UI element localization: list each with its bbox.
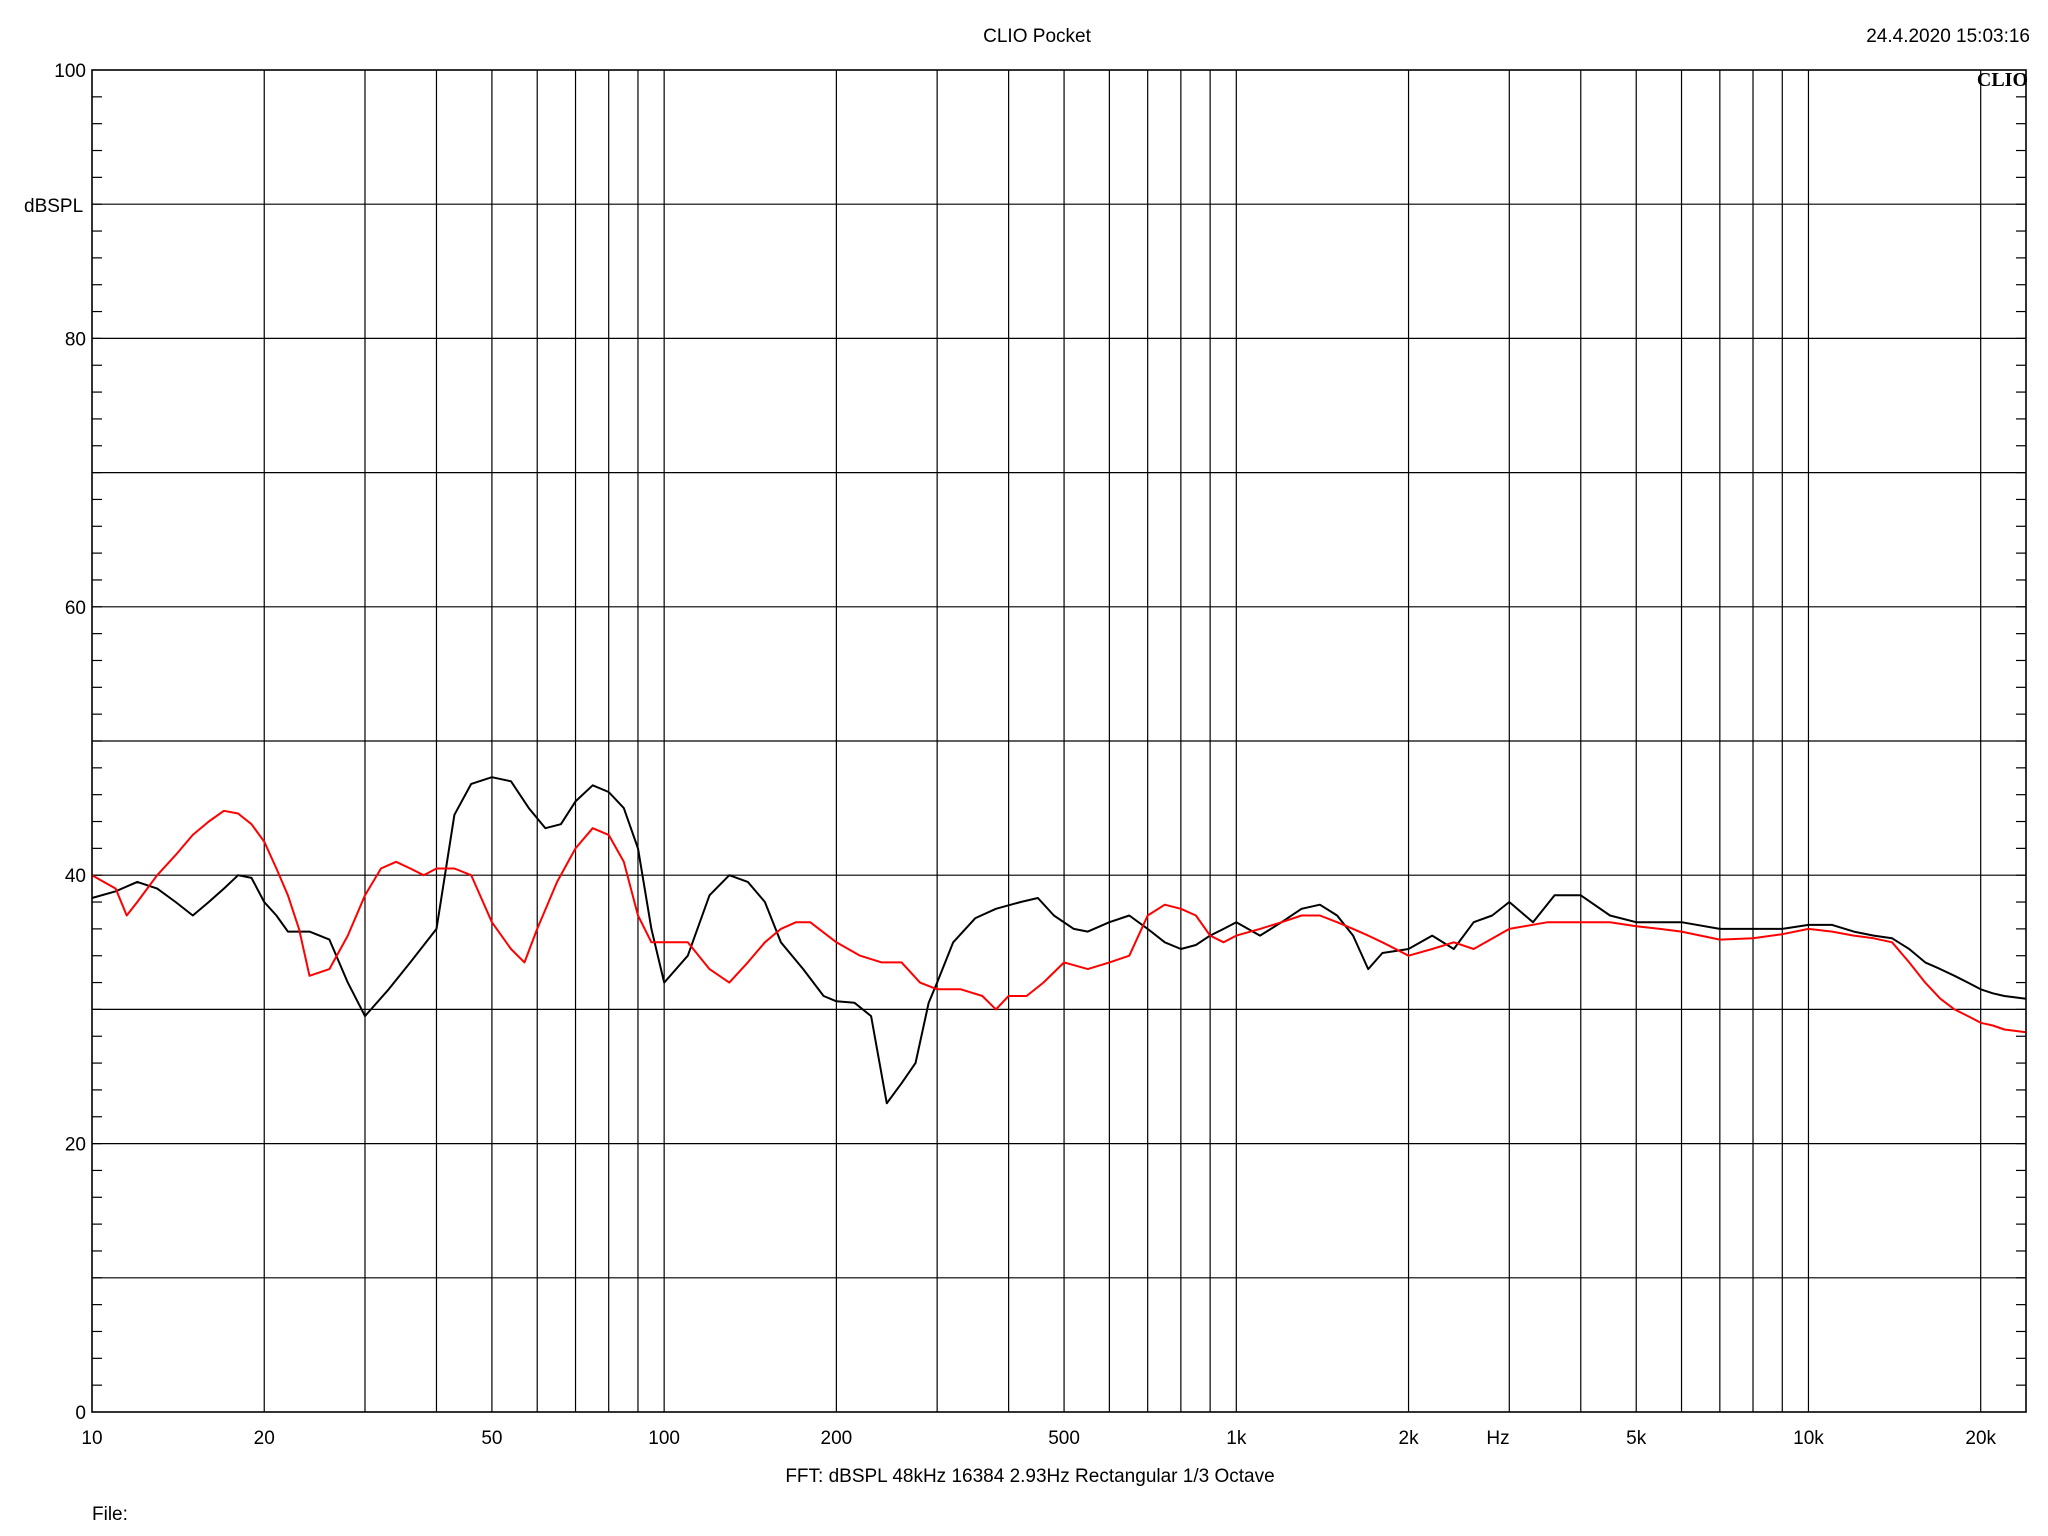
- y-axis-label: dBSPL: [24, 196, 83, 217]
- file-label: File:: [92, 1504, 128, 1525]
- x-axis-label: Hz: [1486, 1428, 1509, 1449]
- y-tick-label: 60: [65, 598, 86, 619]
- series-line-2: [91, 809, 2027, 1034]
- x-tick-label: 20: [254, 1428, 275, 1449]
- x-tick-label: 2k: [1399, 1428, 1420, 1449]
- plot-frame: [91, 69, 2027, 1413]
- tick-labels: 0 20 40 60 80 100 10 20 50 100 200 500 1k 2k 5k 10k 20k: [54, 61, 1996, 1449]
- x-tick-label: 5k: [1626, 1428, 1647, 1449]
- y-tick-label: 20: [65, 1135, 86, 1156]
- y-tick-label: 100: [54, 61, 86, 82]
- x-tick-label: 10k: [1793, 1428, 1824, 1449]
- x-tick-label: 1k: [1226, 1428, 1247, 1449]
- x-tick-label: 200: [821, 1428, 853, 1449]
- timestamp: 24.4.2020 15:03:16: [1866, 26, 2030, 47]
- x-tick-label: 20k: [1965, 1428, 1996, 1449]
- measurement-settings: FFT: dBSPL 48kHz 16384 2.93Hz Rectangula…: [785, 1466, 1274, 1487]
- x-tick-label: 500: [1048, 1428, 1080, 1449]
- x-tick-label: 100: [648, 1428, 680, 1449]
- traces: [91, 776, 2027, 1105]
- series-line-1: [91, 776, 2027, 1105]
- chart-title: CLIO Pocket: [983, 26, 1091, 47]
- grid: [92, 70, 2026, 1412]
- x-tick-label: 10: [81, 1428, 102, 1449]
- x-tick-label: 50: [481, 1428, 502, 1449]
- y-tick-label: 40: [65, 866, 86, 887]
- clio-brand-logo: CLIO: [1977, 69, 2028, 91]
- y-tick-label: 80: [65, 329, 86, 350]
- y-tick-label: 0: [75, 1403, 86, 1424]
